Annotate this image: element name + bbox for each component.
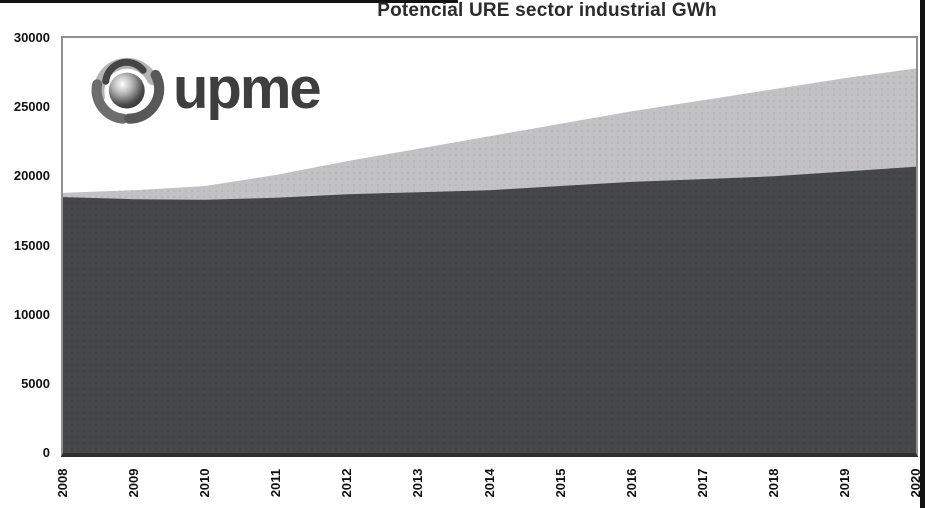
area-chart-canvas xyxy=(63,68,916,453)
upme-logo-text: upme xyxy=(173,56,322,121)
y-tick-label: 20000 xyxy=(13,168,50,184)
y-tick-label: 0 xyxy=(42,445,50,460)
x-tick-label: 2018 xyxy=(765,468,781,498)
x-tick-label: 2010 xyxy=(197,468,213,498)
x-tick-label: 2019 xyxy=(836,468,852,498)
y-tick-label: 5000 xyxy=(21,375,50,391)
x-tick-label: 2009 xyxy=(126,468,142,498)
x-tick-label: 2013 xyxy=(410,468,426,498)
upme-swirl-icon xyxy=(91,57,165,124)
x-tick-label: 2008 xyxy=(55,468,70,498)
upme-logo: upme xyxy=(87,50,322,128)
x-tick-label: 2012 xyxy=(339,468,355,498)
chart-title: Potencial URE sector industrial GWh xyxy=(377,0,717,21)
x-tick-label: 2016 xyxy=(623,468,639,498)
y-tick-label: 30000 xyxy=(13,30,50,45)
plot-area: upme xyxy=(61,36,918,457)
x-tick-label: 2020 xyxy=(908,468,923,498)
y-tick-label: 10000 xyxy=(13,306,50,322)
x-tick-label: 2014 xyxy=(481,468,497,498)
y-tick-label: 25000 xyxy=(13,99,50,115)
right-border-artifact xyxy=(920,0,925,508)
area-series-dark xyxy=(63,166,916,453)
x-tick-label: 2017 xyxy=(694,468,710,498)
top-border-artifact xyxy=(0,0,458,3)
x-tick-label: 2011 xyxy=(268,468,284,498)
y-tick-label: 15000 xyxy=(13,237,50,253)
x-tick-label: 2015 xyxy=(552,468,568,498)
